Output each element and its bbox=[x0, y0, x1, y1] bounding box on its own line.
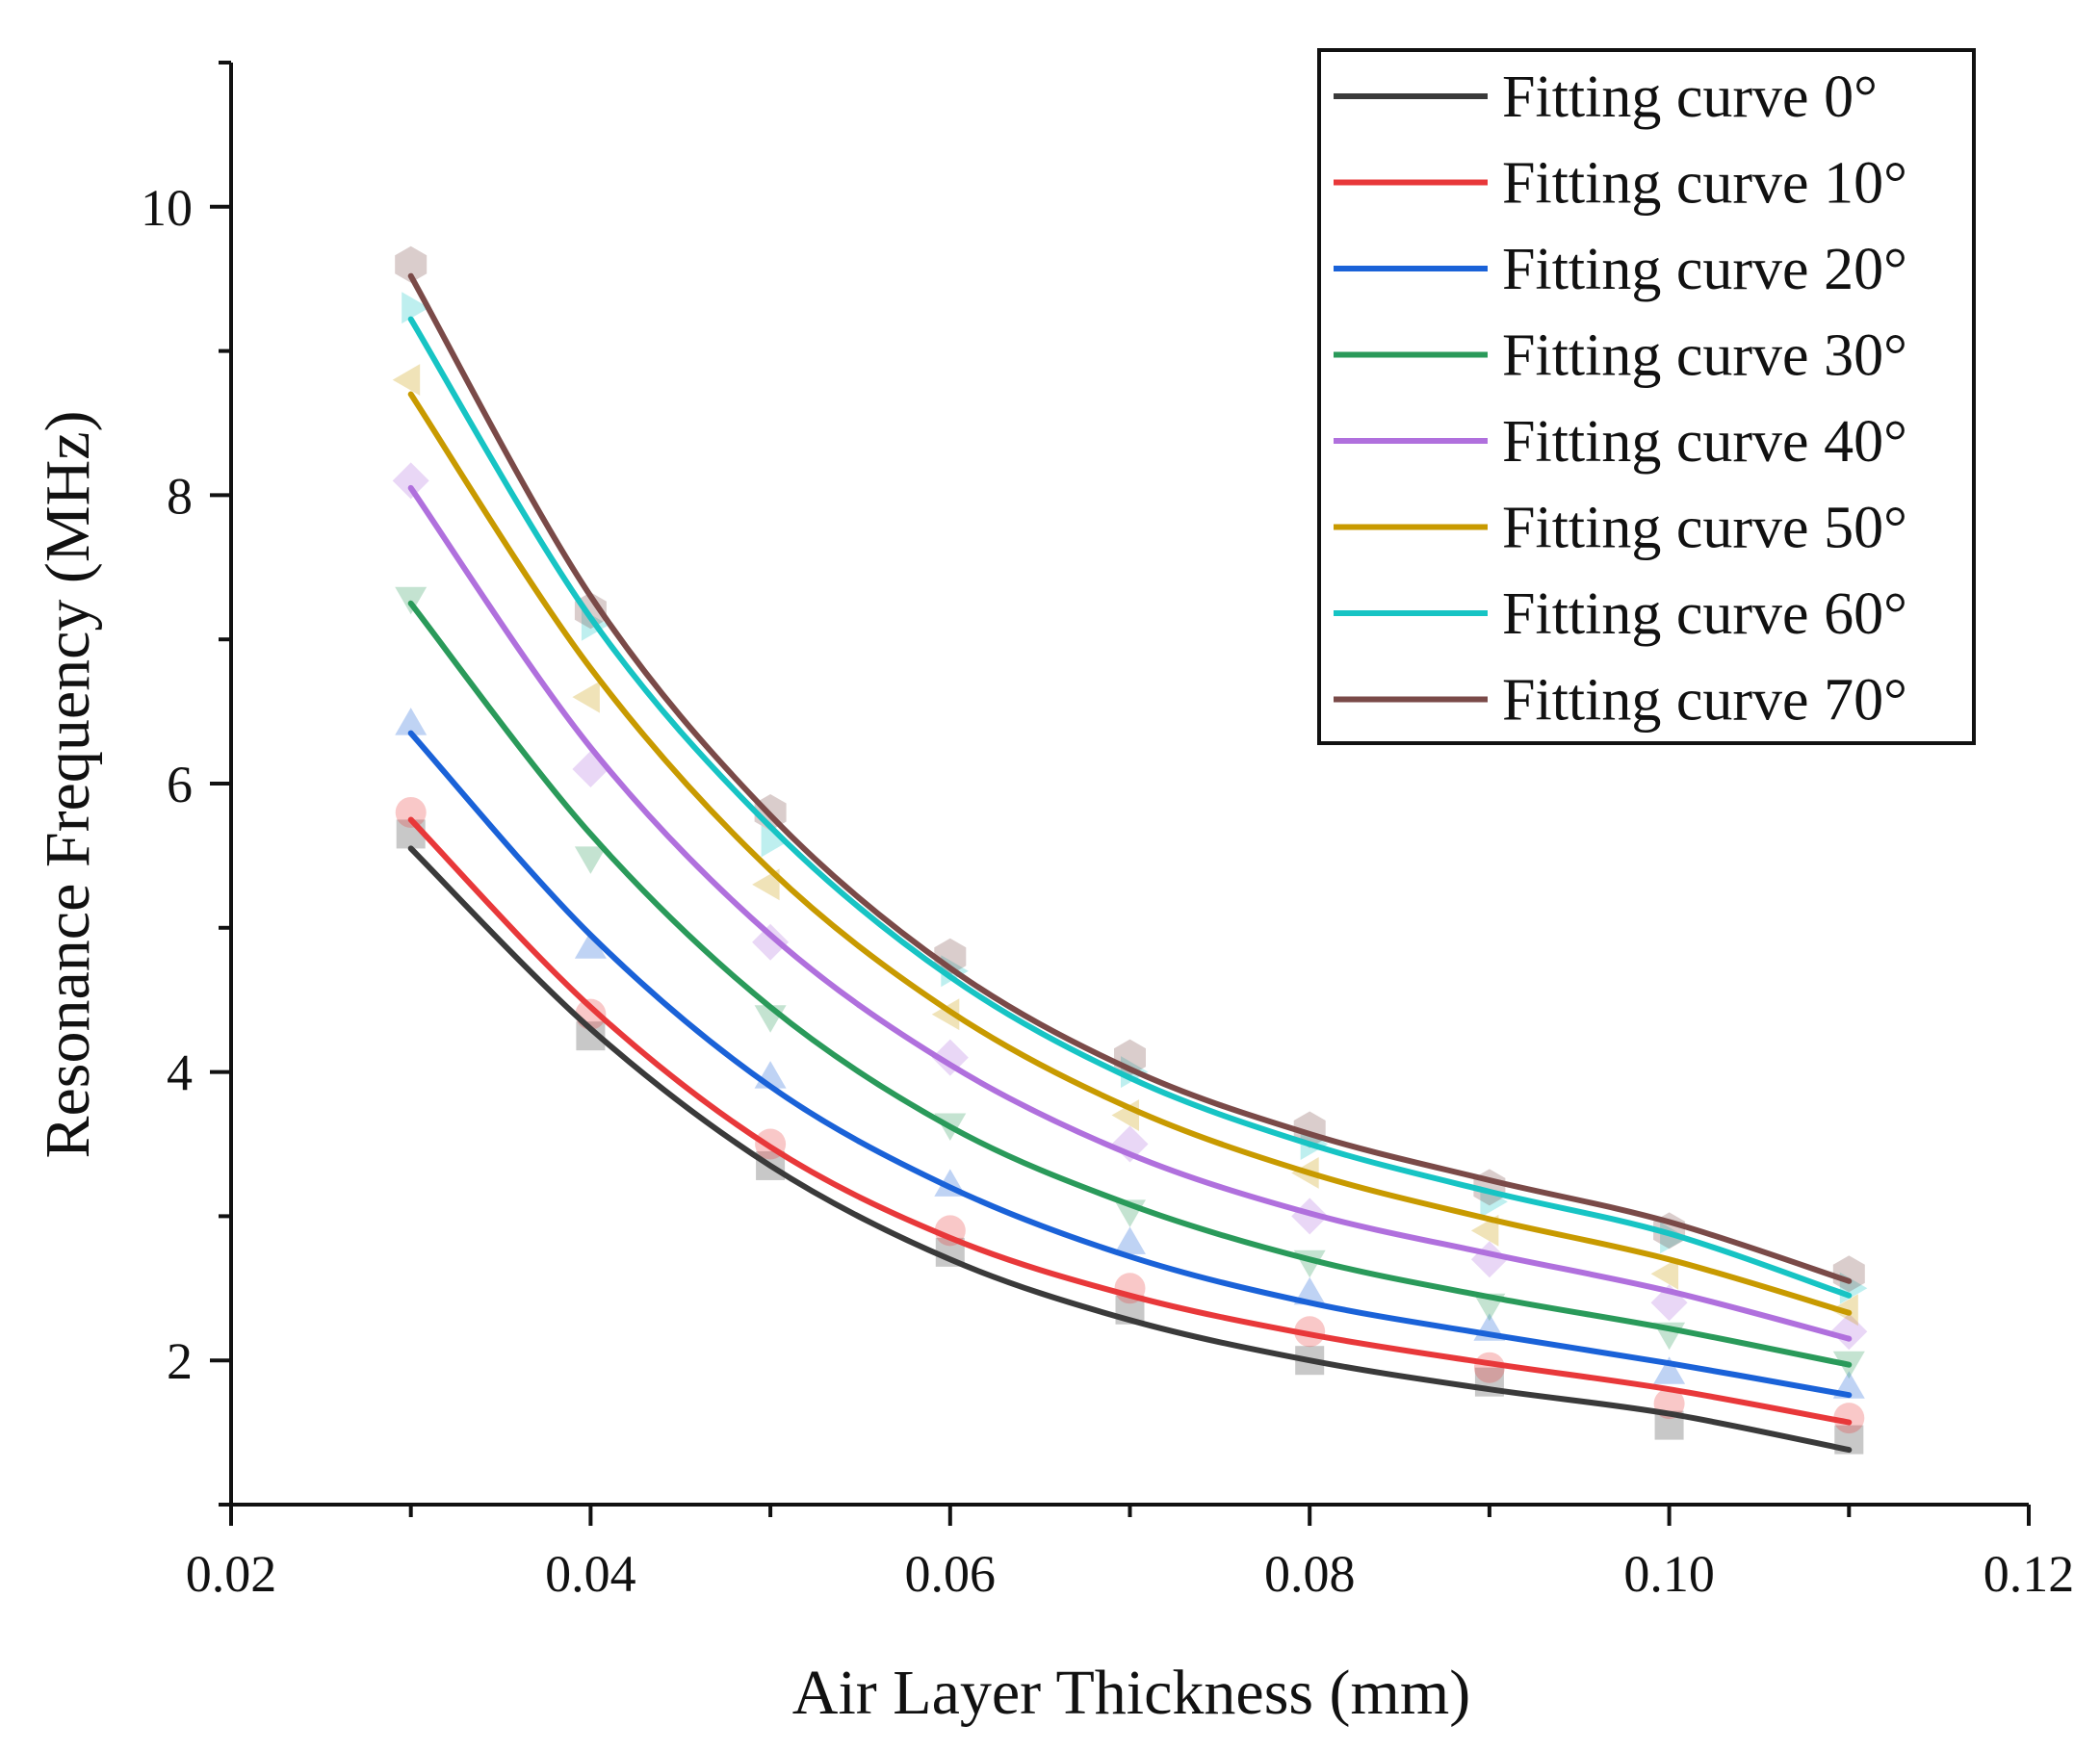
y-tick-label: 8 bbox=[167, 467, 193, 525]
x-axis-label: Air Layer Thickness (mm) bbox=[792, 1658, 1470, 1728]
data-point bbox=[1832, 1255, 1865, 1293]
x-ticks: 0.02 0.04 0.06 0.08 0.10 0.12 bbox=[186, 1505, 2075, 1603]
data-point bbox=[752, 868, 780, 901]
data-point bbox=[572, 751, 609, 787]
y-ticks: 2 4 6 8 10 bbox=[141, 61, 231, 1507]
data-point bbox=[1830, 1313, 1868, 1351]
curves-layer bbox=[407, 272, 1853, 1454]
y-tick-label: 6 bbox=[167, 756, 193, 813]
fit-curve bbox=[407, 845, 1853, 1454]
fit-curve bbox=[407, 272, 1853, 1284]
legend-label: Fitting curve 40° bbox=[1502, 409, 1907, 475]
fit-curve bbox=[407, 816, 1853, 1426]
x-tick-label: 0.08 bbox=[1264, 1545, 1356, 1603]
x-tick-label: 0.02 bbox=[186, 1545, 277, 1603]
x-tick-label: 0.06 bbox=[905, 1545, 997, 1603]
legend-label: Fitting curve 60° bbox=[1502, 581, 1907, 647]
markers-layer bbox=[392, 245, 1868, 1455]
x-tick-label: 0.04 bbox=[545, 1545, 636, 1603]
data-point bbox=[574, 931, 607, 959]
data-point bbox=[574, 846, 607, 874]
y-tick-label: 2 bbox=[167, 1332, 193, 1390]
data-point bbox=[931, 1039, 969, 1076]
data-point bbox=[1650, 1257, 1679, 1290]
data-point bbox=[392, 364, 421, 396]
y-tick-label: 4 bbox=[167, 1044, 193, 1102]
legend-label: Fitting curve 20° bbox=[1502, 237, 1907, 302]
legend-label: Fitting curve 50° bbox=[1502, 496, 1907, 561]
fit-curve bbox=[407, 316, 1853, 1299]
data-point bbox=[402, 292, 429, 324]
data-point bbox=[572, 681, 600, 713]
y-tick-label: 10 bbox=[141, 179, 193, 237]
legend-label: Fitting curve 70° bbox=[1502, 668, 1907, 734]
fit-curve bbox=[407, 391, 1853, 1316]
data-point bbox=[752, 923, 790, 961]
data-point bbox=[1114, 1226, 1146, 1254]
fit-curve bbox=[407, 484, 1853, 1342]
legend-label: Fitting curve 10° bbox=[1502, 151, 1907, 217]
x-tick-label: 0.10 bbox=[1623, 1545, 1715, 1603]
y-axis-label: Resonance Frequency (MHz) bbox=[33, 410, 103, 1158]
data-point bbox=[1653, 1356, 1686, 1384]
data-point bbox=[1470, 1241, 1508, 1278]
data-point bbox=[395, 708, 428, 735]
legend-items: Fitting curve 0° Fitting curve 10° Fitting… bbox=[1334, 64, 1907, 734]
legend-label: Fitting curve 0° bbox=[1502, 64, 1878, 130]
plot-area: 2 4 6 8 10 0.02 0.04 0.06 0.08 0.10 0.12 bbox=[141, 61, 2075, 1603]
fit-curve bbox=[407, 600, 1853, 1368]
fit-curve bbox=[407, 730, 1853, 1399]
data-point bbox=[1833, 1403, 1865, 1434]
data-point bbox=[931, 998, 960, 1031]
legend: Fitting curve 0° Fitting curve 10° Fitting… bbox=[1317, 48, 1976, 745]
data-point bbox=[395, 796, 427, 828]
x-tick-label: 0.12 bbox=[1983, 1545, 2075, 1603]
legend-label: Fitting curve 30° bbox=[1502, 323, 1907, 389]
data-point bbox=[392, 462, 429, 500]
legend-box bbox=[1317, 48, 1976, 745]
data-point bbox=[1293, 1276, 1326, 1305]
data-point bbox=[1470, 1214, 1499, 1247]
data-point bbox=[395, 245, 428, 283]
data-point bbox=[761, 825, 790, 858]
